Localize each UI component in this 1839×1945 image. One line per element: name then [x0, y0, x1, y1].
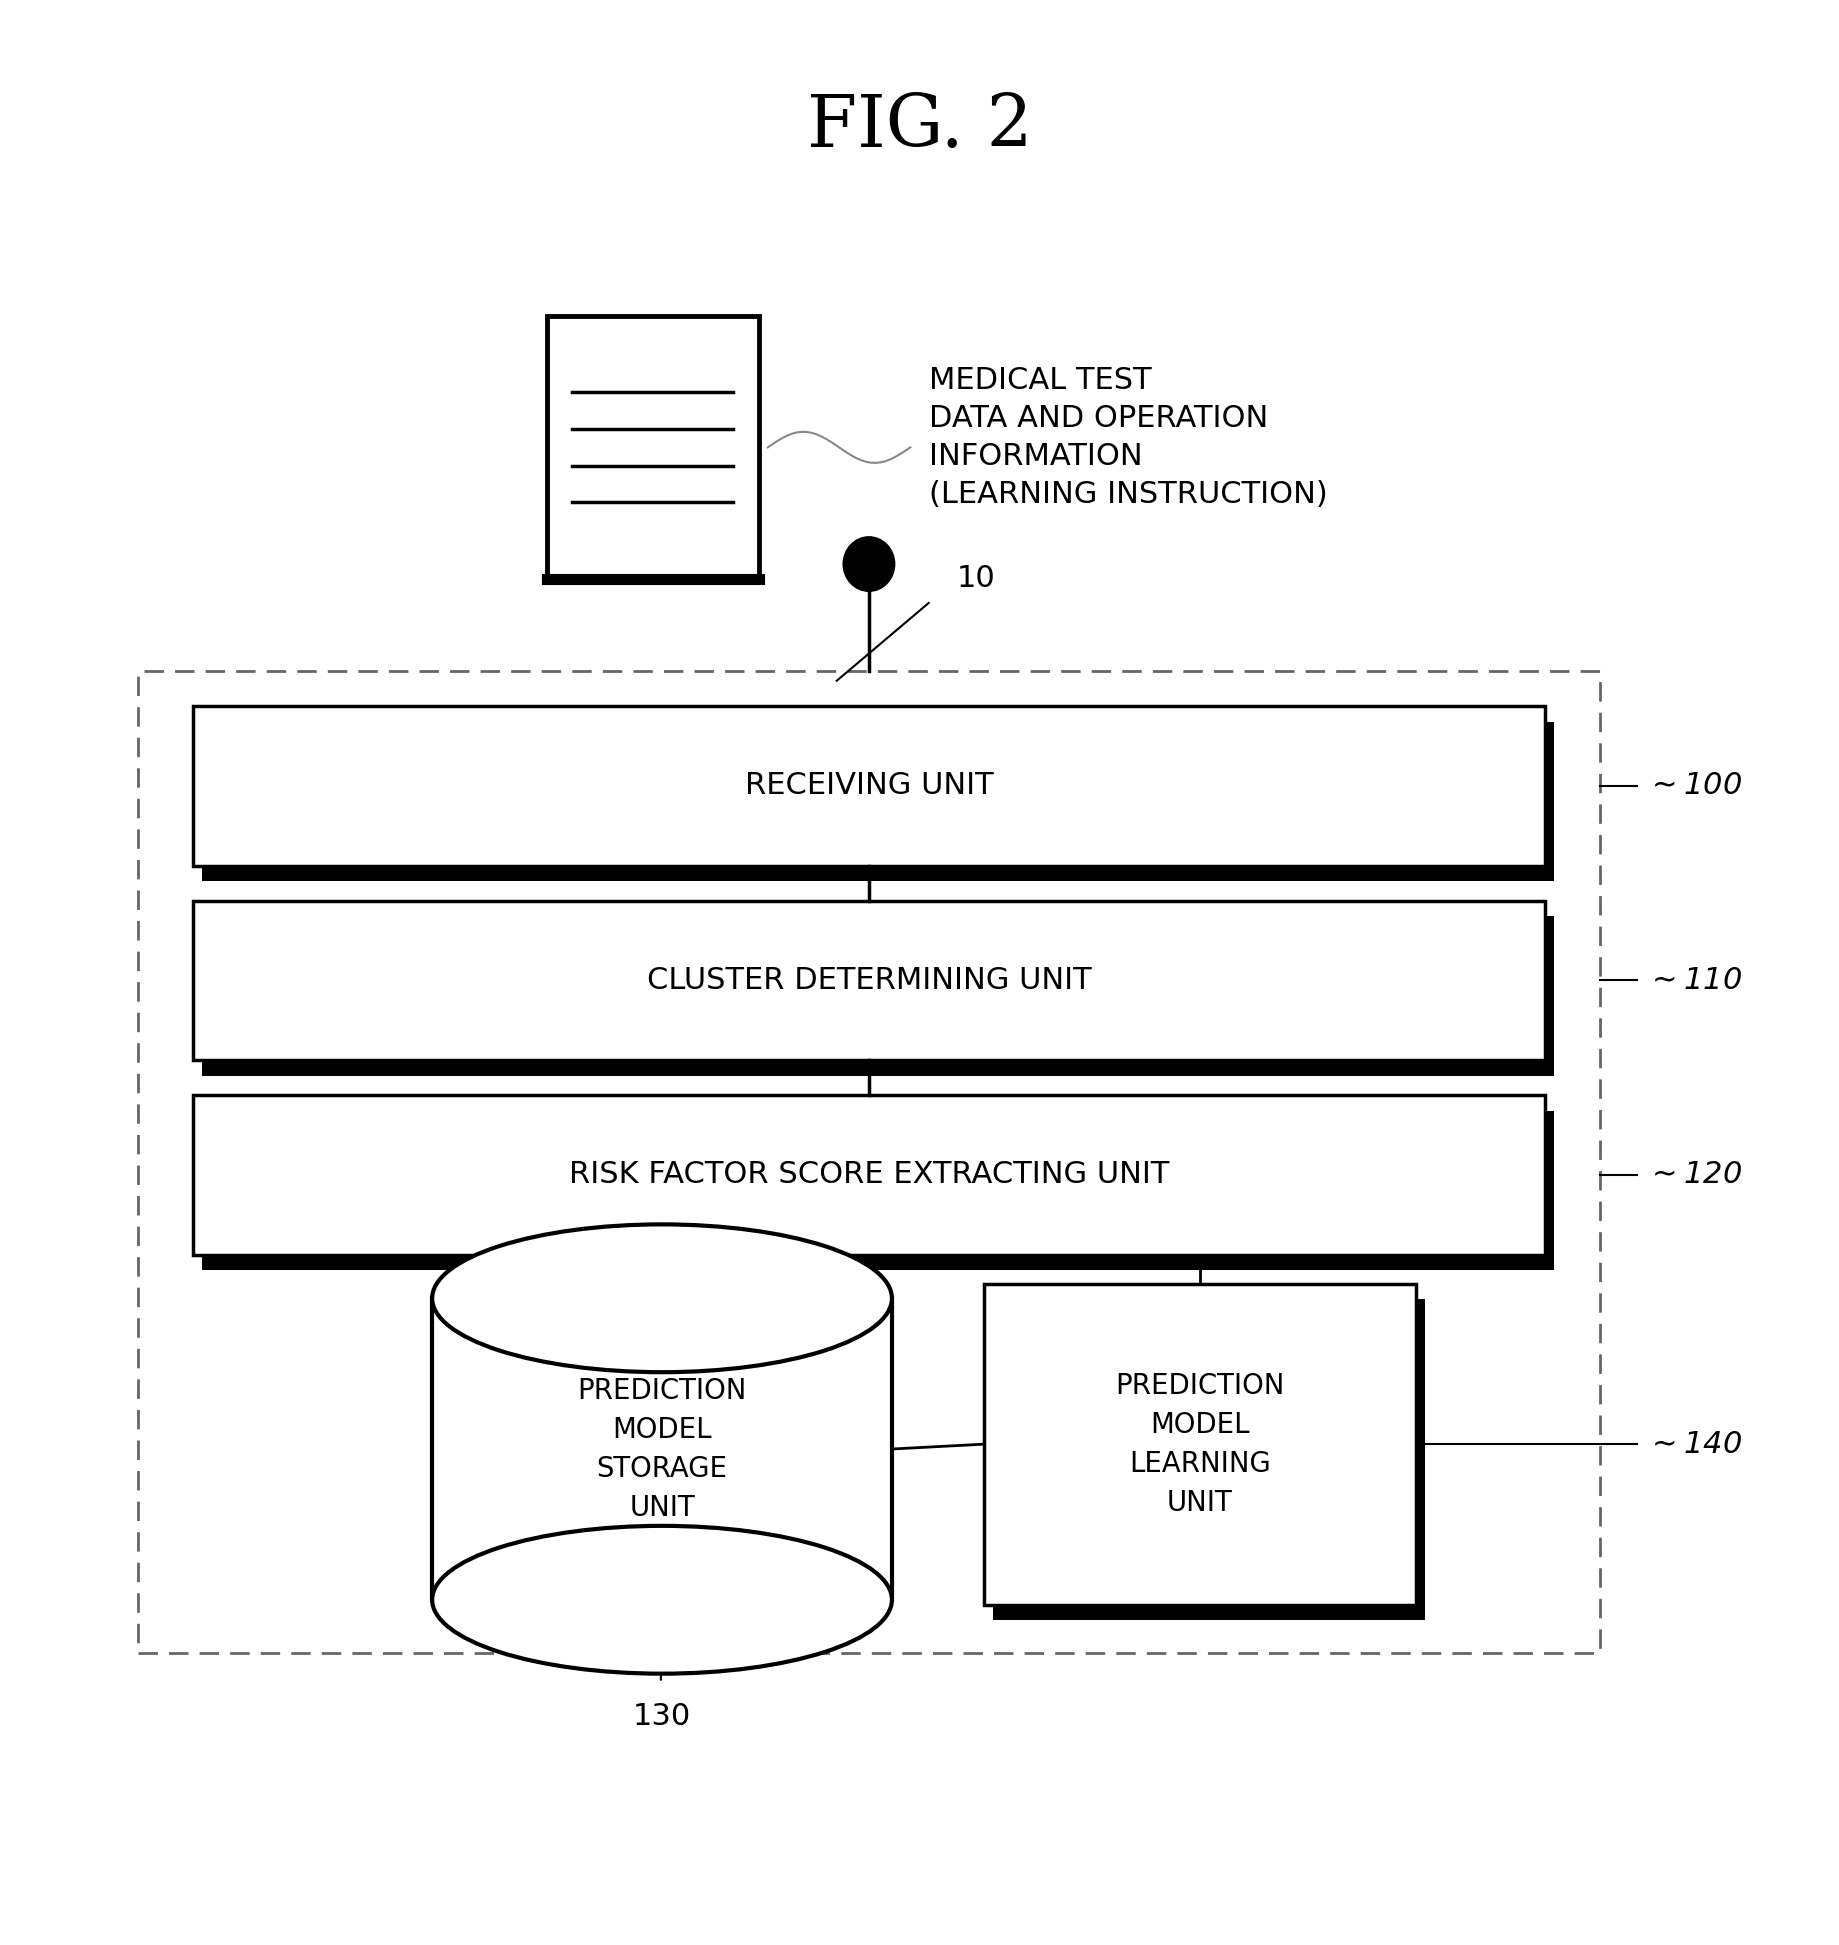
Text: 10: 10 [956, 564, 995, 593]
Text: $\sim$120: $\sim$120 [1646, 1161, 1742, 1188]
Text: RECEIVING UNIT: RECEIVING UNIT [745, 772, 993, 799]
Text: $\sim$110: $\sim$110 [1646, 967, 1742, 994]
Text: 130: 130 [633, 1702, 691, 1731]
FancyBboxPatch shape [202, 916, 1554, 1076]
Text: $\sim$140: $\sim$140 [1646, 1430, 1742, 1459]
Text: PREDICTION
MODEL
STORAGE
UNIT: PREDICTION MODEL STORAGE UNIT [577, 1377, 747, 1521]
FancyBboxPatch shape [984, 1284, 1416, 1605]
FancyBboxPatch shape [138, 671, 1600, 1653]
FancyBboxPatch shape [546, 317, 758, 580]
Text: RISK FACTOR SCORE EXTRACTING UNIT: RISK FACTOR SCORE EXTRACTING UNIT [568, 1161, 1170, 1188]
FancyBboxPatch shape [202, 1111, 1554, 1270]
FancyBboxPatch shape [993, 1299, 1425, 1620]
FancyBboxPatch shape [193, 901, 1545, 1060]
Ellipse shape [432, 1527, 892, 1673]
FancyBboxPatch shape [432, 1299, 892, 1599]
FancyBboxPatch shape [202, 722, 1554, 881]
Text: FIG. 2: FIG. 2 [807, 91, 1032, 161]
Circle shape [842, 537, 894, 591]
FancyBboxPatch shape [193, 706, 1545, 866]
Ellipse shape [432, 1225, 892, 1373]
Text: CLUSTER DETERMINING UNIT: CLUSTER DETERMINING UNIT [647, 967, 1091, 994]
Text: PREDICTION
MODEL
LEARNING
UNIT: PREDICTION MODEL LEARNING UNIT [1114, 1371, 1285, 1517]
Text: $\sim$100: $\sim$100 [1646, 772, 1742, 799]
Text: MEDICAL TEST
DATA AND OPERATION
INFORMATION
(LEARNING INSTRUCTION): MEDICAL TEST DATA AND OPERATION INFORMAT… [929, 366, 1328, 510]
FancyBboxPatch shape [193, 1095, 1545, 1255]
